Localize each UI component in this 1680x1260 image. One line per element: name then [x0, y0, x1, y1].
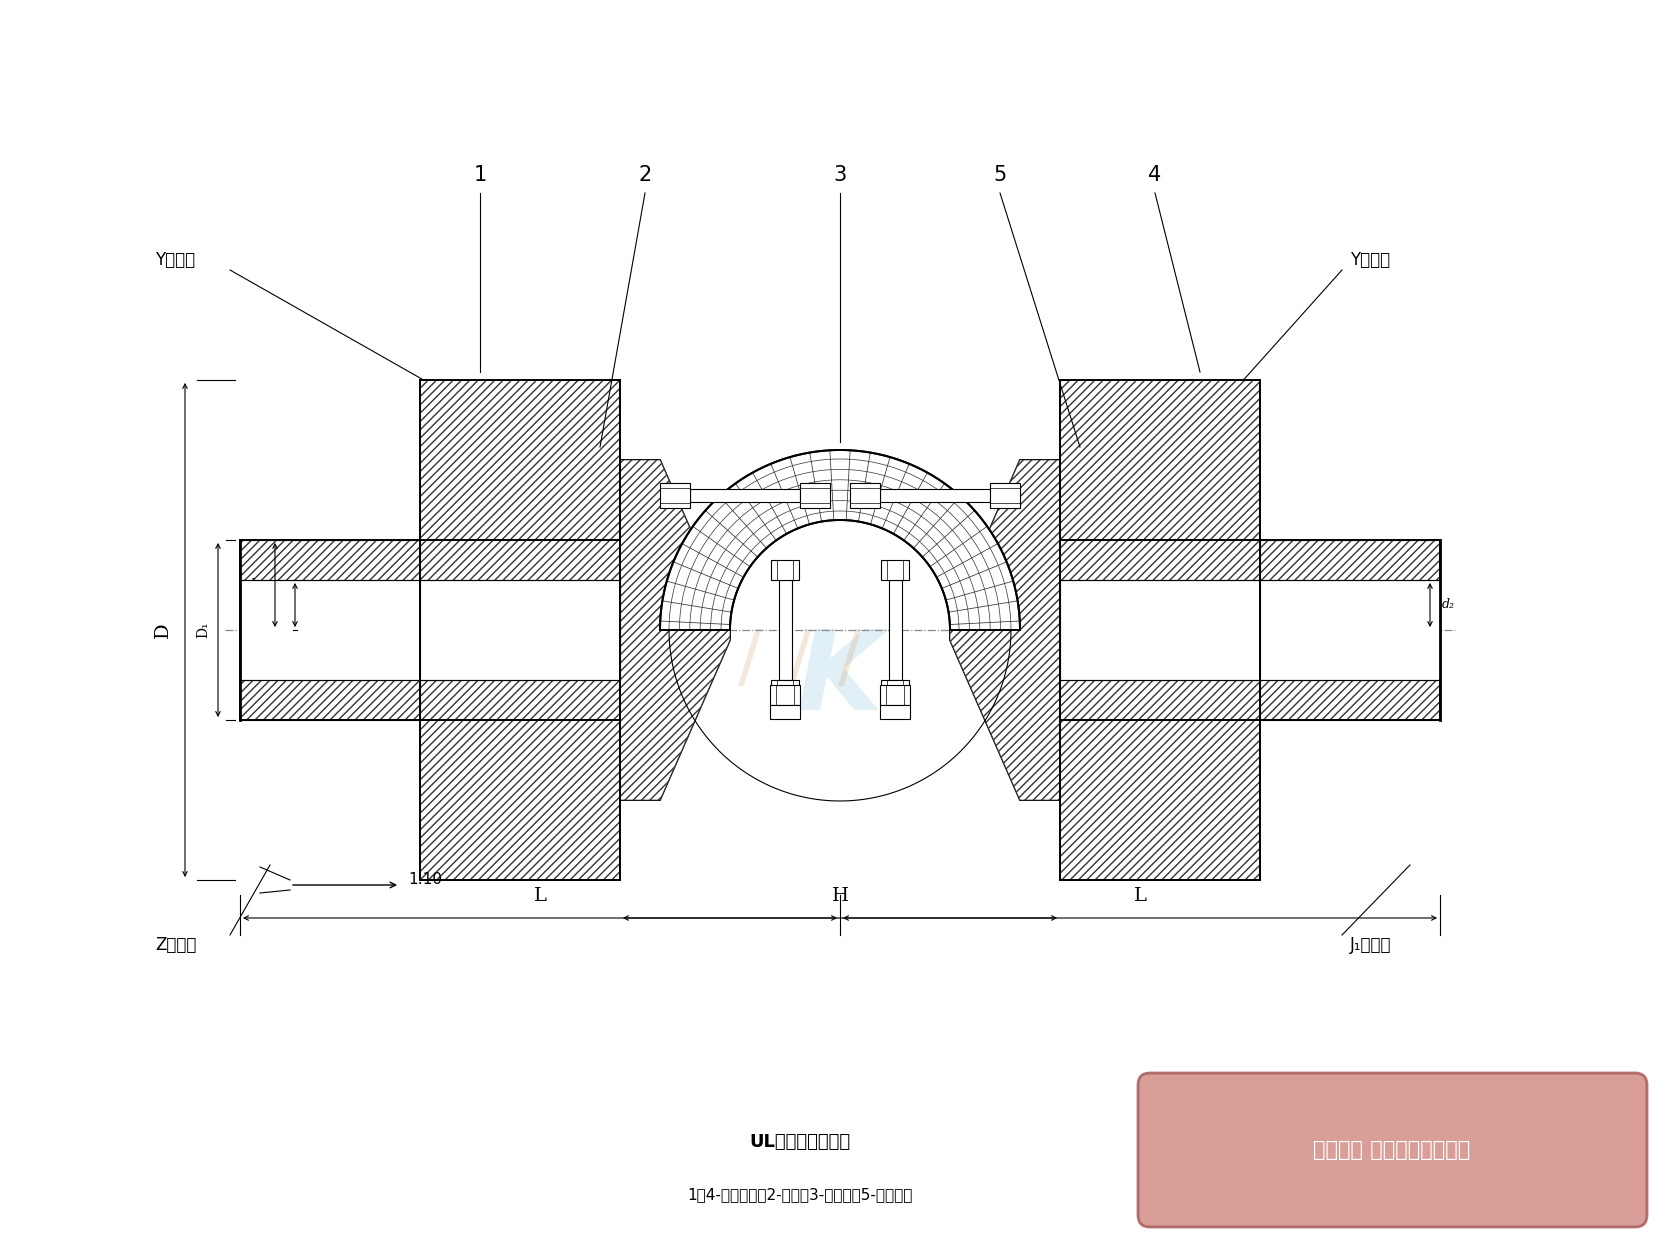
Bar: [1060, 541, 1440, 580]
Polygon shape: [620, 460, 731, 800]
Bar: [880, 680, 909, 701]
Bar: [880, 559, 909, 580]
Text: 1:10: 1:10: [408, 872, 442, 887]
Text: D₁: D₁: [197, 621, 210, 639]
Text: /: /: [738, 626, 761, 693]
Polygon shape: [949, 460, 1060, 800]
Polygon shape: [660, 450, 1020, 630]
Bar: [778, 580, 791, 680]
Bar: [769, 706, 800, 719]
Text: 1、4-半联轴器；2-螺栓；3-轮胎环；5-止退帪板: 1、4-半联轴器；2-螺栓；3-轮胎环；5-止退帪板: [687, 1187, 912, 1202]
Polygon shape: [949, 460, 1060, 800]
Text: /: /: [838, 626, 862, 693]
Bar: [800, 483, 830, 508]
Bar: [880, 706, 911, 719]
Bar: [1060, 680, 1440, 719]
Text: UL型轮胎式联轴器: UL型轮胎式联轴器: [749, 1133, 850, 1150]
Bar: [1060, 541, 1440, 719]
Text: 1: 1: [474, 165, 487, 185]
Bar: [771, 680, 800, 701]
Bar: [690, 489, 800, 501]
Text: Y型轴孔: Y型轴孔: [155, 251, 195, 268]
Bar: [1060, 580, 1440, 680]
Polygon shape: [620, 460, 731, 800]
Text: Z型轴孔: Z型轴孔: [155, 936, 197, 954]
Bar: [769, 685, 800, 706]
Bar: [771, 559, 800, 580]
Text: D: D: [155, 622, 171, 638]
Bar: [420, 381, 620, 541]
Text: /: /: [788, 626, 811, 693]
FancyBboxPatch shape: [1137, 1074, 1646, 1227]
Bar: [889, 580, 902, 680]
Bar: [420, 381, 620, 879]
Text: 2: 2: [638, 165, 652, 185]
Bar: [880, 685, 911, 706]
Text: L: L: [534, 887, 546, 905]
Bar: [1060, 719, 1260, 879]
Text: ee: ee: [944, 557, 1095, 664]
Text: K: K: [796, 626, 884, 733]
Bar: [850, 483, 880, 508]
Text: d₂: d₂: [247, 578, 260, 591]
Text: Y型轴孔: Y型轴孔: [1351, 251, 1389, 268]
Bar: [1060, 381, 1260, 879]
Text: 版权所有 侵权必被严厉追究: 版权所有 侵权必被严厉追究: [1314, 1140, 1470, 1160]
Bar: [240, 541, 620, 580]
Bar: [240, 680, 620, 719]
Bar: [1060, 381, 1260, 541]
Bar: [240, 541, 620, 719]
Bar: [880, 489, 990, 501]
Bar: [660, 483, 690, 508]
Bar: [420, 719, 620, 879]
Text: L: L: [1134, 887, 1146, 905]
Text: 3: 3: [833, 165, 847, 185]
Bar: [990, 483, 1020, 508]
Text: H: H: [832, 887, 848, 905]
Text: Ko: Ko: [502, 557, 659, 664]
Text: 5: 5: [993, 165, 1006, 185]
Text: 4: 4: [1149, 165, 1161, 185]
Text: d₁: d₁: [307, 598, 319, 611]
Text: J₁型轴孔: J₁型轴孔: [1351, 936, 1391, 954]
Bar: [240, 580, 620, 680]
Text: d₂: d₂: [1441, 598, 1455, 611]
